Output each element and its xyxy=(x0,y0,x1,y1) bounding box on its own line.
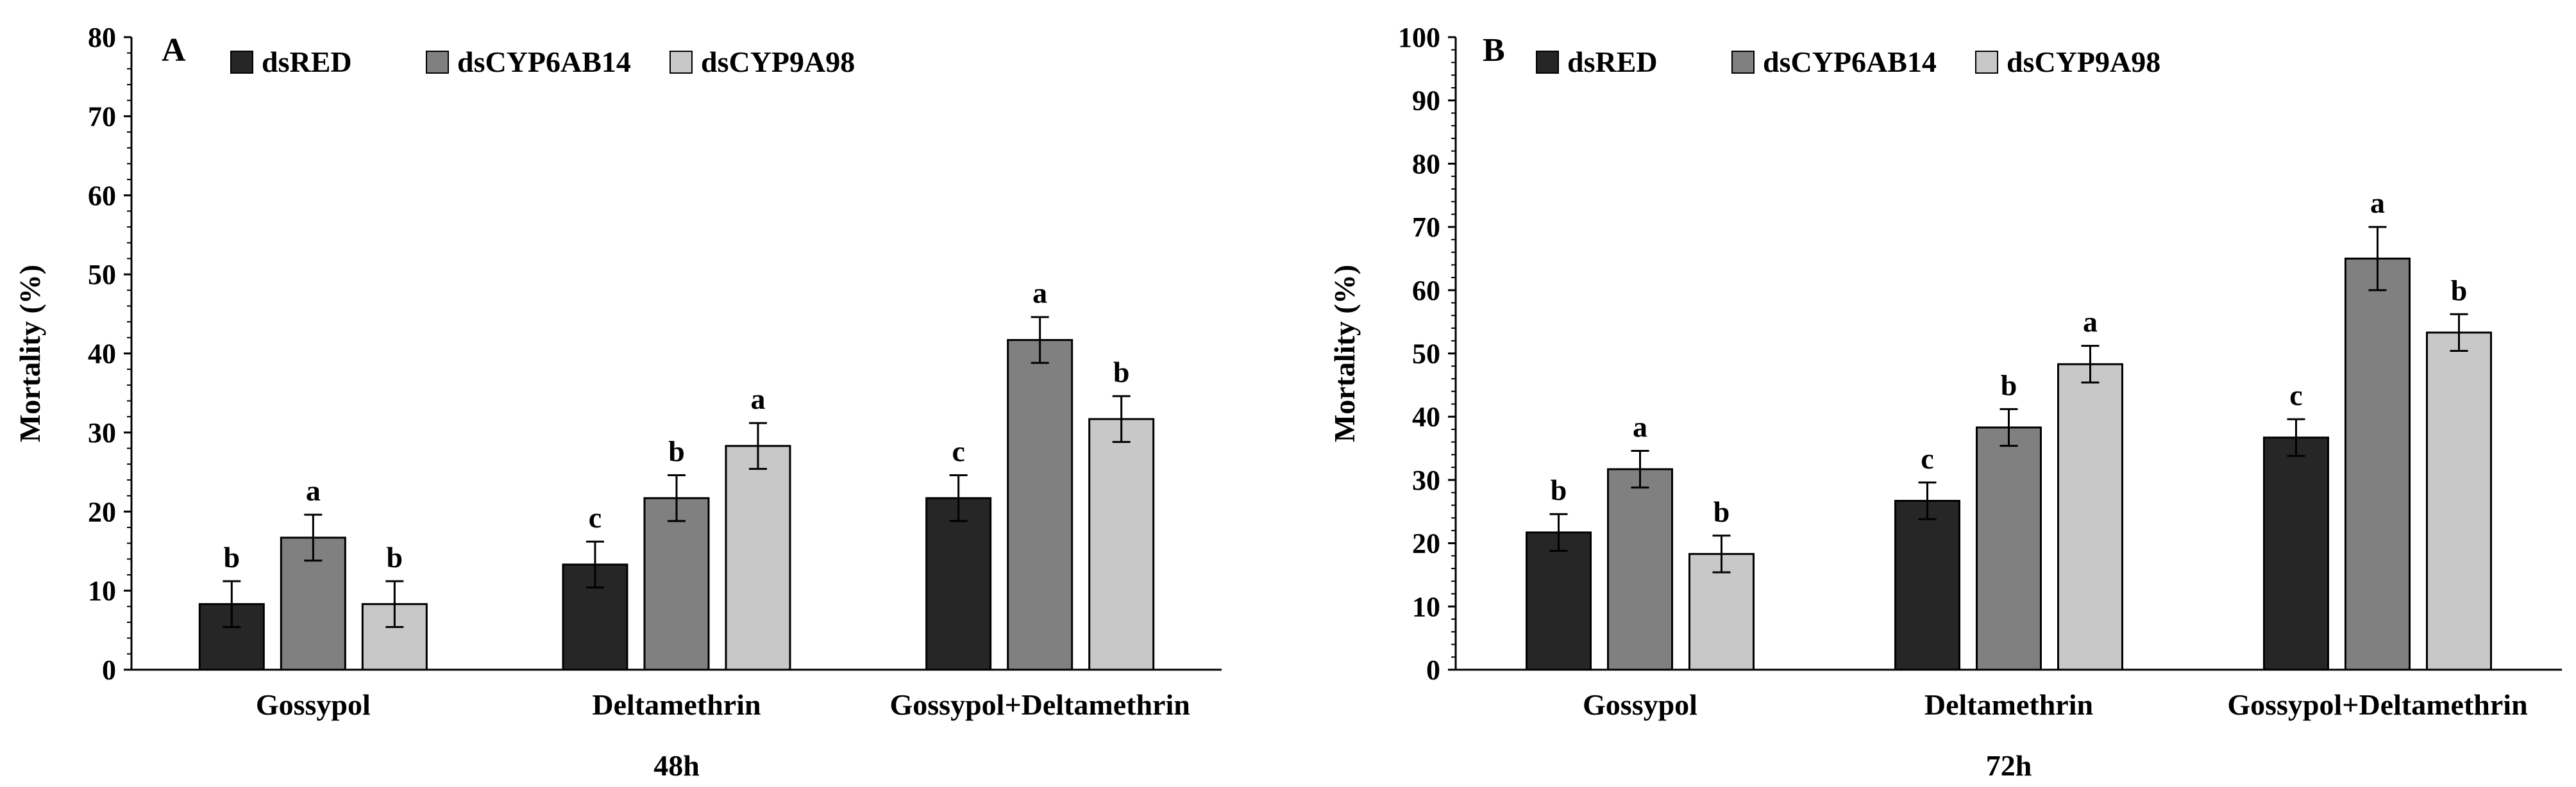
x-axis-title: 48h xyxy=(653,749,700,782)
bar-dsred-2 xyxy=(1894,499,1960,671)
y-tick-label: 40 xyxy=(88,338,116,370)
legend-label-dsred: dsRED xyxy=(262,46,352,78)
x-tick-label: Gossypol xyxy=(1583,688,1697,721)
y-tick-label: 60 xyxy=(1412,275,1440,306)
bar-dscyp9a98-2 xyxy=(2057,363,2123,671)
panel-label: B xyxy=(1483,32,1505,69)
x-tick-label: Gossypol+Deltamethrin xyxy=(890,688,1190,721)
bar-dscyp9a98-1 xyxy=(1688,552,1755,671)
y-tick-label: 80 xyxy=(1412,148,1440,179)
significance-letter: c xyxy=(2289,379,2302,411)
x-tick-label: Gossypol+Deltamethrin xyxy=(2227,688,2527,721)
bar-dsred-3 xyxy=(925,497,992,671)
significance-letter: a xyxy=(751,383,766,415)
significance-letter: c xyxy=(1921,442,1933,475)
y-tick-label: 10 xyxy=(88,576,116,607)
legend-label-dscyp6ab14: dsCYP6AB14 xyxy=(457,46,631,78)
y-tick-label: 30 xyxy=(1412,465,1440,496)
y-tick-label: 60 xyxy=(88,180,116,211)
legend-swatch-dsred xyxy=(230,51,253,74)
x-tick-label: Deltamethrin xyxy=(1924,688,2093,721)
x-tick-label: Gossypol xyxy=(256,688,371,721)
y-axis-title: Mortality (%) xyxy=(13,265,46,442)
chart-panel-b: 0 10 20 30 40 50 60 70 80 90 100 Mortality (%) Bb a b G… xyxy=(1328,22,2562,782)
bar-dsred-1 xyxy=(1526,531,1592,671)
bar-dscyp6ab14-1 xyxy=(1607,468,1673,671)
legend-label-dscyp9a98: dsCYP9A98 xyxy=(701,46,855,78)
significance-letter: b xyxy=(2451,274,2468,306)
significance-letter: a xyxy=(2083,306,2098,338)
y-tick-label: 0 xyxy=(1426,654,1440,686)
y-tick-label: 10 xyxy=(1412,591,1440,622)
significance-letter: a xyxy=(306,474,321,507)
bar-dscyp6ab14-3 xyxy=(2344,257,2411,671)
legend-swatch-dsred xyxy=(1536,51,1559,74)
significance-letter: c xyxy=(589,501,602,534)
y-tick-label: 70 xyxy=(88,101,116,132)
x-axis-title: 72h xyxy=(1986,749,2032,782)
significance-letter: b xyxy=(224,541,240,574)
y-tick-label: 70 xyxy=(1412,211,1440,243)
legend-swatch-dscyp6ab14 xyxy=(1731,51,1755,74)
legend-label-dscyp6ab14: dsCYP6AB14 xyxy=(1763,46,1937,78)
y-tick-label: 20 xyxy=(88,496,116,527)
bar-dsred-3 xyxy=(2263,436,2329,671)
significance-letter: a xyxy=(1032,277,1047,310)
y-tick-label: 20 xyxy=(1412,528,1440,559)
legend-label-dscyp9a98: dsCYP9A98 xyxy=(2007,46,2160,78)
significance-letter: b xyxy=(387,541,403,574)
significance-letter: c xyxy=(952,435,964,467)
legend-swatch-dscyp9a98 xyxy=(669,51,693,74)
y-tick-label: 50 xyxy=(1412,338,1440,370)
bar-dscyp6ab14-3 xyxy=(1007,339,1073,671)
y-tick-label: 30 xyxy=(88,417,116,449)
y-tick-label: 80 xyxy=(88,22,116,53)
y-tick-label: 90 xyxy=(1412,85,1440,117)
bar-dscyp9a98-3 xyxy=(1088,418,1155,671)
y-axis-title: Mortality (%) xyxy=(1328,265,1361,442)
bar-dscyp9a98-2 xyxy=(725,445,791,671)
chart-panel-a: 0 10 20 30 40 50 60 70 80 Mortality (%) Ab a b Gossyp… xyxy=(13,22,1222,782)
legend: dsRED dsCYP6AB14 dsCYP9A98 xyxy=(1536,46,2160,78)
y-tick-label: 40 xyxy=(1412,401,1440,433)
legend-label-dsred: dsRED xyxy=(1567,46,1658,78)
panel-label: A xyxy=(162,32,186,69)
bar-dscyp6ab14-2 xyxy=(1976,426,2042,671)
significance-letter: b xyxy=(1713,495,1730,528)
y-tick-label: 50 xyxy=(88,259,116,290)
significance-letter: b xyxy=(1551,474,1567,506)
y-tick-label: 100 xyxy=(1398,22,1440,53)
x-tick-label: Deltamethrin xyxy=(592,688,761,721)
legend-swatch-dscyp9a98 xyxy=(1975,51,1998,74)
significance-letter: a xyxy=(1633,410,1647,443)
legend-swatch-dscyp6ab14 xyxy=(426,51,449,74)
y-tick-label: 0 xyxy=(102,654,116,686)
significance-letter: a xyxy=(2370,186,2385,219)
bar-dscyp9a98-3 xyxy=(2426,331,2492,671)
significance-letter: b xyxy=(1113,356,1130,388)
legend: dsRED dsCYP6AB14 dsCYP9A98 xyxy=(230,46,855,78)
significance-letter: b xyxy=(2001,369,2017,401)
bar-dscyp6ab14-2 xyxy=(643,497,710,671)
significance-letter: b xyxy=(668,435,685,467)
